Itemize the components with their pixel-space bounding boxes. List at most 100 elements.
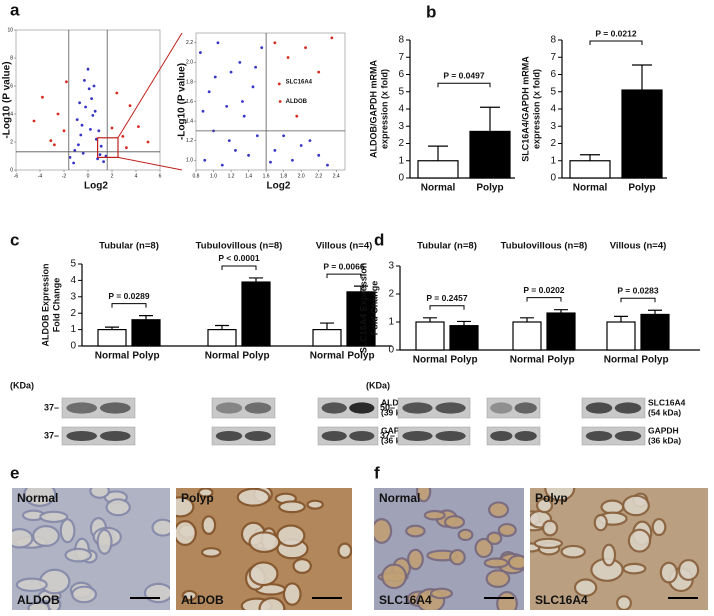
blot-band [490,430,513,442]
data-point [56,112,60,116]
y-tick-label: 3 [70,291,76,302]
x-tick-label: 1.0 [210,173,217,179]
y-axis-label: SLC16A4 Expression [358,263,368,354]
data-point [78,101,81,105]
category-label: Polyp [347,351,374,362]
data-point [269,160,272,164]
bar [415,321,445,351]
data-point [49,139,53,143]
p-value: P = 0.0497 [443,71,484,81]
kda-label: (KDa) [10,380,34,390]
data-point [220,163,224,167]
plot-frame [15,29,161,171]
data-point [198,51,202,54]
y-tick-label: 6 [398,69,404,80]
plot-frame [195,32,346,171]
data-point [83,79,86,82]
category-label: Normal [413,355,448,366]
data-point [207,90,211,94]
texture [530,488,708,610]
protein-size: (36 kDa) [648,435,681,445]
error-bar [457,320,471,326]
data-point [234,149,237,152]
bar [131,319,161,347]
blot-band [435,402,466,414]
p-value: P < 0.0001 [218,253,259,263]
error-bar [215,324,229,330]
y-axis-label: SLC16A4/GAPDH mRMA [520,56,530,162]
data-point [125,146,128,150]
data-point [89,127,92,131]
category-label: Normal [573,183,608,194]
histology-image [530,488,708,610]
zoom-connector [117,156,183,171]
data-point [291,158,294,162]
bar [417,160,459,179]
blot-band [614,402,642,414]
x-tick-label: 2 [111,173,114,179]
error-bar [249,277,263,283]
data-point [326,163,329,167]
blot-band [614,430,642,442]
protein-label: SLC16A4 [648,397,686,407]
data-point [98,153,102,157]
blot-band [321,402,347,414]
y-tick-label: 8 [398,35,404,46]
y-tick-label: 5 [398,86,404,97]
y-tick-label: 1.2 [186,138,193,144]
y-tick-label: 3 [388,261,394,272]
y-tick-label: 0 [10,167,13,173]
group-title: Villous (n=4) [610,241,667,252]
y-tick-label: 6 [550,69,556,80]
data-point [146,140,150,144]
x-axis-label: Log2 [84,181,108,192]
x-tick-label: 1.6 [263,173,270,179]
texture [374,488,524,610]
protein-label: GAPDH [648,425,679,435]
error-bar [105,326,119,330]
gene-label: SLC16A4 [286,80,313,86]
y-tick-label: 10 [7,27,13,33]
blot-band [244,402,272,414]
bar [606,321,636,351]
y-tick-label: 2.0 [186,60,193,66]
blot-band [435,430,466,442]
category-label: Polyp [450,355,477,366]
bar [346,291,376,347]
error-bar [423,317,437,322]
p-value: P = 0.2457 [426,293,467,303]
protein-size: (36 kDa) [381,435,414,445]
tissue-label: Normal [17,491,58,505]
data-point [241,100,244,103]
texture [12,488,170,610]
error-bar [428,145,448,161]
category-label: Polyp [547,355,574,366]
p-value: P = 0.0283 [617,285,658,295]
y-tick-label: 5 [550,86,556,97]
data-point [53,143,56,147]
data-point [278,100,282,103]
group-title: Villous (n=4) [316,241,373,252]
panel-label: b [426,2,436,21]
error-bar [139,315,153,320]
data-point [91,114,95,117]
bar [449,325,479,351]
data-point [75,118,79,121]
data-point [73,149,77,152]
stain-label: ALDOB [181,593,224,607]
p-value: P = 0.0066 [323,261,364,271]
data-point [304,46,307,50]
zoom-connector [117,32,183,139]
data-point [255,134,259,138]
blot-band [402,430,433,442]
data-point [242,114,246,118]
y-tick-label: 1 [550,155,556,166]
error-bar [632,64,652,91]
y-axis-label: ALDOB/GAPDH mRMA [368,60,378,158]
kda-marker: 50– [380,402,395,412]
y-tick-label: 2 [388,289,394,300]
data-point [201,109,205,113]
error-bar [320,322,334,330]
data-point [295,114,299,118]
